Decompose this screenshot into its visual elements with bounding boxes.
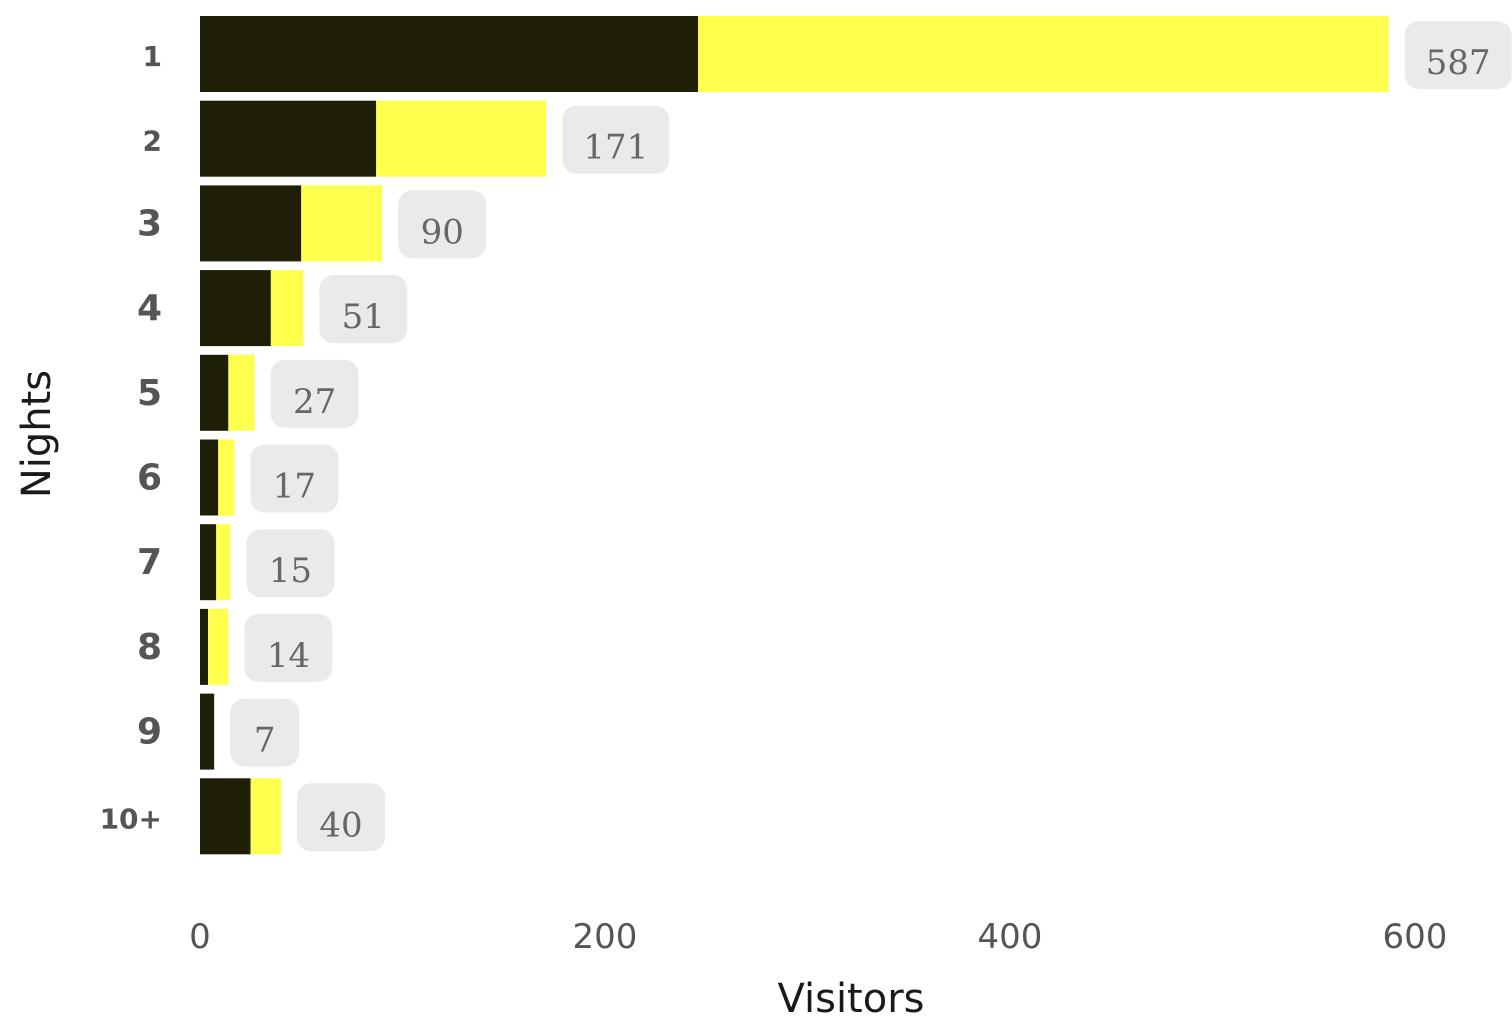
- bar-segment-2-6: [218, 439, 235, 516]
- bar-segment-2-7: [216, 524, 231, 601]
- bar-segment-1-4: [200, 270, 271, 347]
- value-label-background-6: [250, 444, 339, 513]
- bar-segment-2-2: [376, 100, 547, 177]
- y-axis-title: Nights: [14, 370, 60, 498]
- bar-segment-1-5: [200, 354, 229, 431]
- category-label-9: 9: [137, 712, 162, 753]
- bars-layer: [200, 16, 1389, 855]
- bar-segment-2-8: [208, 608, 229, 685]
- value-label-background-7: [246, 529, 335, 598]
- x-tick-label-200: 200: [573, 917, 638, 957]
- x-tick-label-400: 400: [978, 917, 1043, 957]
- category-label-10+: 10+: [100, 802, 162, 835]
- value-label-5: 27: [293, 382, 336, 422]
- bar-segment-1-6: [200, 439, 219, 516]
- bar-segment-2-3: [301, 185, 383, 262]
- category-labels: 1 2 3 4 5 6 7 8 9 10+: [100, 40, 162, 835]
- category-label-1: 1: [143, 40, 162, 73]
- value-label-4: 51: [342, 297, 385, 337]
- value-label-background-10+: [297, 783, 385, 852]
- category-label-4: 4: [137, 288, 162, 329]
- value-label-8: 14: [267, 636, 310, 676]
- category-label-8: 8: [137, 627, 162, 668]
- bar-segment-2-10+: [250, 778, 281, 855]
- bar-segment-1-1: [200, 16, 699, 92]
- x-tick-label-0: 0: [189, 917, 211, 957]
- value-label-3: 90: [421, 212, 464, 252]
- value-label-background-1: [1404, 21, 1512, 89]
- bar-segment-1-8: [200, 608, 209, 685]
- bar-segment-1-10+: [200, 778, 251, 855]
- value-label-background-5: [270, 359, 359, 428]
- value-label-2: 171: [583, 128, 648, 168]
- value-label-background-9: [230, 698, 300, 767]
- bar-segment-1-7: [200, 524, 217, 601]
- bar-segment-1-3: [200, 185, 302, 262]
- value-label-6: 17: [273, 467, 316, 507]
- bar-segment-1-9: [200, 693, 215, 770]
- x-axis-ticks: 0 200 400 600: [189, 917, 1447, 957]
- bar-segment-2-1: [698, 16, 1389, 92]
- value-label-background-8: [244, 613, 333, 682]
- value-label-1: 587: [1426, 43, 1491, 83]
- x-axis-title: Visitors: [778, 976, 925, 1017]
- value-label-7: 15: [269, 551, 312, 591]
- category-label-2: 2: [143, 125, 162, 158]
- value-label-9: 7: [254, 721, 276, 761]
- category-label-6: 6: [137, 458, 162, 499]
- bar-segment-2-4: [270, 270, 304, 347]
- category-label-5: 5: [137, 373, 162, 414]
- value-labels-layer: 587 171 90 51 27 17 15 14 7 40: [230, 21, 1512, 852]
- bar-segment-1-2: [200, 100, 377, 177]
- value-label-background-2: [562, 105, 670, 174]
- bar-segment-2-5: [228, 354, 255, 431]
- x-tick-label-600: 600: [1383, 917, 1448, 957]
- category-label-7: 7: [137, 542, 162, 583]
- value-label-background-4: [319, 275, 408, 344]
- category-label-3: 3: [137, 203, 162, 244]
- value-label-background-3: [398, 190, 487, 259]
- value-label-10+: 40: [319, 805, 362, 845]
